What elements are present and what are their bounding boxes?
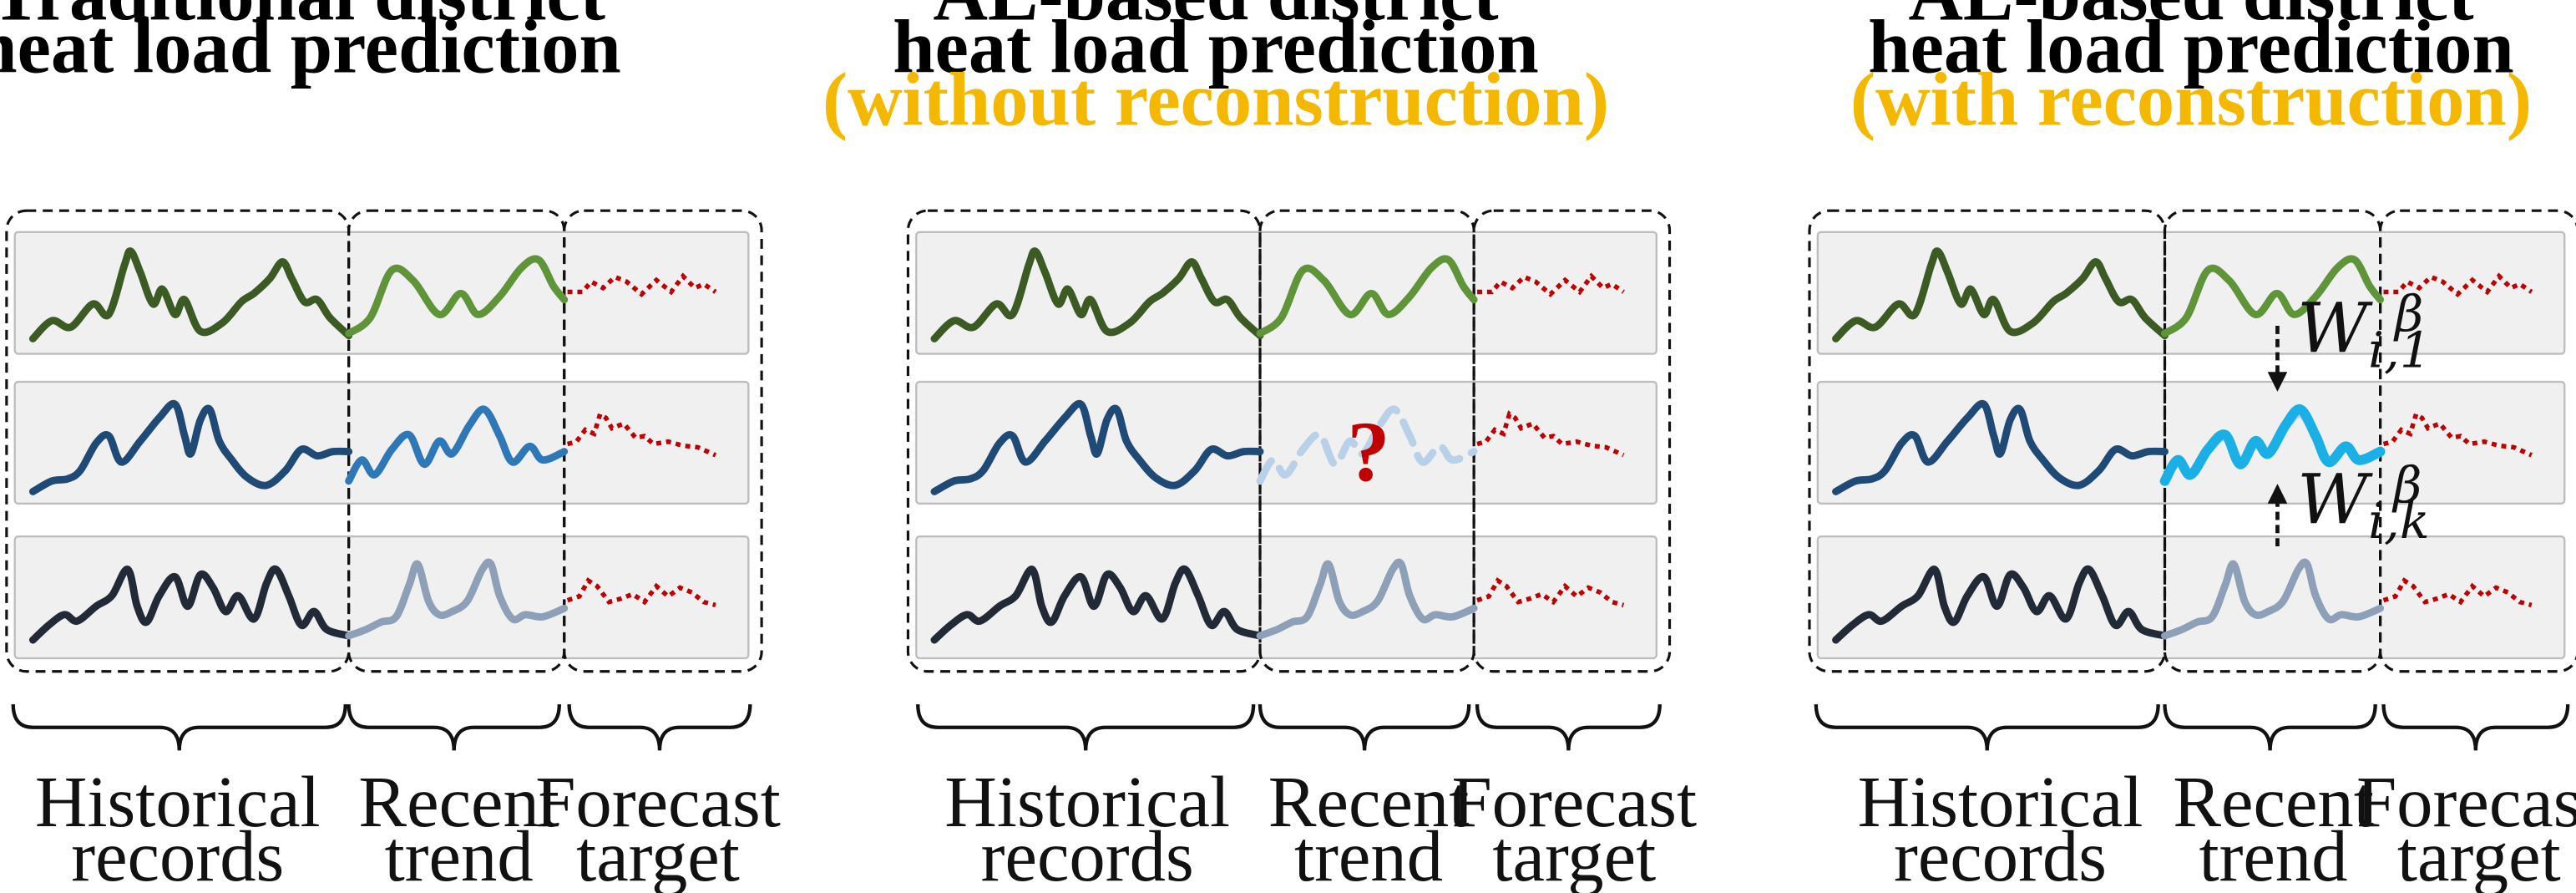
reconstructed-recent-series-line: [2159, 404, 2386, 486]
panel-2: AL-based districtheat load prediction(wi…: [822, 0, 1697, 893]
panel-title-line: heat load prediction: [1868, 5, 2514, 89]
recent-series-line: [345, 558, 569, 640]
forecast-series-line: [566, 577, 716, 608]
historical-records-box: [1808, 209, 2167, 673]
historical-series-line: [930, 247, 1264, 342]
forecast-label-line: target: [1492, 816, 1656, 893]
historical-series-line: [28, 565, 353, 644]
historical-series-line: [1832, 565, 2169, 644]
recent-series-line: [1256, 558, 1478, 640]
historical-label-line: records: [981, 816, 1194, 893]
arrow-up-icon: [2267, 484, 2288, 504]
historical-series-line: [930, 565, 1264, 644]
forecast-label-line: target: [2397, 816, 2561, 893]
recent-label-line: trend: [385, 816, 534, 893]
recent-label-line: Recent: [1268, 762, 1470, 842]
weight-label-top: Wi,1β: [2297, 285, 2431, 378]
historical-label-line: Historical: [35, 762, 321, 842]
historical-label-line: records: [1894, 816, 2107, 893]
forecast-series-line: [1476, 410, 1625, 458]
panel-subtitle: (without reconstruction): [822, 58, 1609, 142]
panel-title-line: Traditional district: [0, 0, 605, 37]
forecast-series-line: [2382, 410, 2533, 458]
forecast-series-line: [1476, 577, 1625, 608]
forecast-series-line: [1477, 272, 1625, 297]
historical-series-line: [28, 399, 353, 495]
recent-label-line: Recent: [358, 762, 559, 842]
forecast-label-line: Forecast: [535, 762, 781, 842]
recent-label-line: trend: [2199, 816, 2347, 893]
weight-subscript: i,1: [2368, 321, 2431, 378]
missing-data-question-mark: ?: [1347, 405, 1389, 500]
series-row-2: [13, 380, 750, 505]
weight-superscript: β: [2393, 285, 2423, 342]
historical-series-line: [28, 247, 353, 342]
recent-series-line: [345, 255, 569, 337]
recent-brace: [1258, 704, 1471, 751]
series-row-2: [915, 380, 1657, 505]
weight-label-bottom: Wi,kβ: [2297, 456, 2430, 550]
weight-superscript: β: [2391, 456, 2422, 514]
weight-base: W: [2297, 288, 2373, 369]
forecast-brace: [2381, 704, 2570, 751]
forecast-series-line: [2382, 577, 2533, 608]
forecast-brace: [1475, 704, 1662, 751]
weight-subscript: i,k: [2368, 492, 2430, 550]
forecast-target-box: [2379, 209, 2576, 673]
recent-brace: [2163, 704, 2377, 751]
forecast-target-box: [1472, 209, 1672, 673]
historical-series-line: [1832, 399, 2169, 495]
forecast-brace: [567, 704, 752, 751]
forecast-label-line: Forecast: [1451, 762, 1697, 842]
series-row-3: [915, 535, 1657, 660]
historical-label-line: Historical: [1858, 762, 2143, 842]
forecast-label-line: target: [576, 816, 740, 893]
weight-base: W: [2297, 459, 2373, 540]
panel-title-line: AL-based district: [933, 0, 1498, 37]
panel-title-line: AL-based district: [1908, 0, 2473, 37]
series-row-1: [1816, 231, 2566, 355]
forecast-series-line: [2383, 272, 2533, 297]
series-row-1: [915, 231, 1657, 355]
historical-series-line: [1832, 247, 2169, 342]
forecast-target-box: [563, 209, 763, 673]
forecast-series-line: [566, 410, 717, 458]
forecast-series-line: [567, 272, 717, 297]
historical-series-line: [930, 399, 1264, 495]
panel-title-line: heat load prediction: [893, 5, 1539, 89]
series-row-2: [1816, 380, 2566, 505]
arrow-down-icon: [2267, 372, 2288, 392]
recent-series-line: [2161, 558, 2385, 640]
recent-series-line: [2161, 255, 2385, 337]
forecast-label-line: Forecast: [2356, 762, 2576, 842]
historical-label-line: records: [71, 816, 284, 893]
panel-subtitle: (with reconstruction): [1850, 58, 2532, 142]
historical-brace: [916, 704, 1256, 751]
recent-label-line: Recent: [2173, 762, 2374, 842]
recent-brace: [347, 704, 561, 751]
recent-series-line: [345, 405, 569, 485]
historical-label-line: Historical: [944, 762, 1230, 842]
recent-series-line: [1256, 255, 1478, 337]
recent-label-line: trend: [1294, 816, 1443, 893]
missing-recent-series-line: [1256, 405, 1478, 485]
historical-brace: [1814, 704, 2160, 751]
historical-records-box: [906, 209, 1262, 673]
panel-title-line: heat load prediction: [0, 5, 621, 89]
panel-1: Traditional districtheat load prediction…: [0, 0, 781, 893]
series-row-3: [1816, 535, 2566, 660]
historical-brace: [11, 704, 347, 751]
panel-3: AL-based districtheat load prediction(wi…: [1808, 0, 2576, 893]
